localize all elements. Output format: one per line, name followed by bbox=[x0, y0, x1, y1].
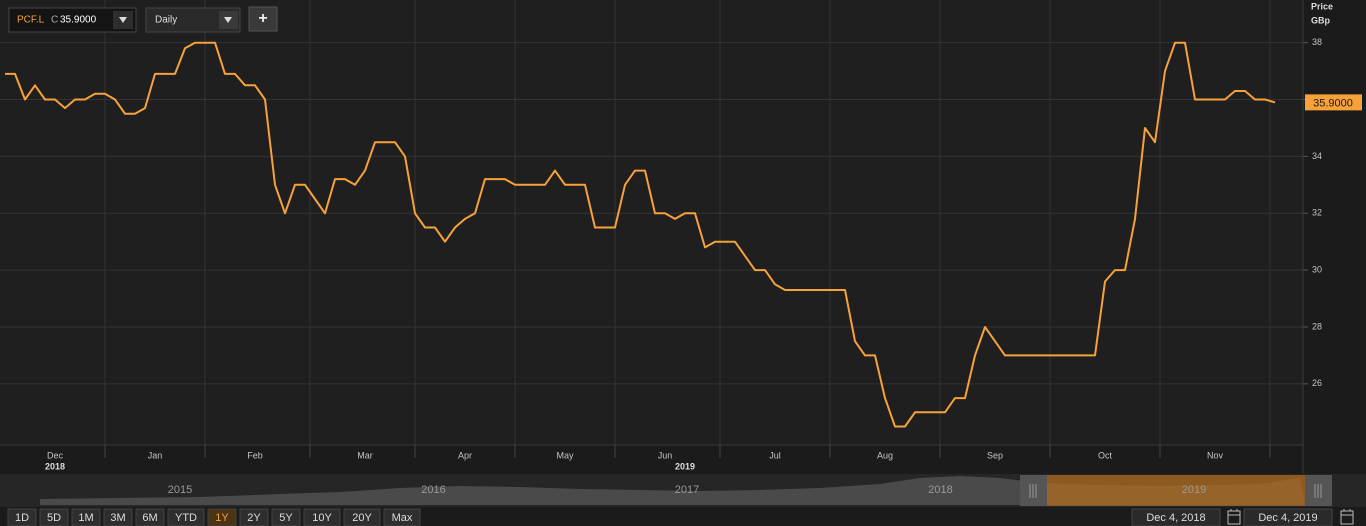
date-from: Dec 4, 2018 bbox=[1146, 512, 1205, 524]
range-button-label: 5D bbox=[47, 512, 61, 524]
add-button[interactable] bbox=[248, 6, 278, 32]
toolbar-price: 35.9000 bbox=[60, 15, 97, 26]
x-tick-label: Dec bbox=[47, 450, 64, 460]
last-price-label: 35.9000 bbox=[1313, 97, 1353, 109]
x-tick-label: Nov bbox=[1207, 450, 1224, 460]
add-button-label: + bbox=[258, 10, 267, 27]
x-tick-label: Jul bbox=[769, 450, 781, 460]
handle-grip bbox=[1029, 484, 1322, 498]
price-prefix: C bbox=[51, 15, 58, 26]
price-line bbox=[5, 41, 1276, 428]
range-button[interactable] bbox=[271, 508, 301, 526]
range-button-label: 1Y bbox=[215, 512, 229, 524]
y-tick-label: 30 bbox=[1312, 265, 1322, 275]
range-button-label: 2Y bbox=[247, 512, 261, 524]
range-button-label: 6M bbox=[142, 512, 157, 524]
calendar-icon[interactable] bbox=[1340, 510, 1354, 525]
dropdown-arrow bbox=[119, 17, 127, 23]
range-button-label: 3M bbox=[110, 512, 125, 524]
navigator-history bbox=[40, 476, 1305, 505]
x-tick-label: Aug bbox=[877, 450, 893, 460]
date-to: Dec 4, 2019 bbox=[1258, 512, 1317, 524]
x-tick-label: Jun bbox=[658, 450, 673, 460]
x-tick-label: May bbox=[556, 450, 574, 460]
navigator-year: 2017 bbox=[675, 484, 699, 496]
navigator-year: 2018 bbox=[928, 484, 952, 496]
dropdown-arrow bbox=[224, 17, 232, 23]
range-button[interactable] bbox=[303, 508, 341, 526]
y-tick-label: 28 bbox=[1312, 321, 1322, 331]
range-button-label: 10Y bbox=[312, 512, 332, 524]
date-to-box[interactable] bbox=[1243, 508, 1333, 526]
range-button-label: YTD bbox=[175, 512, 197, 524]
symbol: PCF.L bbox=[17, 15, 45, 26]
navigator-year: 2016 bbox=[421, 484, 445, 496]
range-button[interactable] bbox=[343, 508, 381, 526]
range-button[interactable] bbox=[7, 508, 37, 526]
range-button-label: 1M bbox=[78, 512, 93, 524]
range-button-label: 1D bbox=[15, 512, 29, 524]
last-price-tag bbox=[1305, 94, 1362, 111]
calendar-icon[interactable] bbox=[1227, 510, 1241, 525]
navigator-year: 2019 bbox=[1182, 484, 1206, 496]
range-button[interactable] bbox=[39, 508, 69, 526]
y-tick-label: 34 bbox=[1312, 151, 1322, 161]
range-button[interactable] bbox=[103, 508, 133, 526]
x-tick-label: Oct bbox=[1098, 450, 1113, 460]
range-button-label: Max bbox=[392, 512, 413, 524]
y-axis-unit: GBp bbox=[1311, 15, 1331, 25]
calendar-icon-detail bbox=[1341, 509, 1353, 516]
range-button-label: 5Y bbox=[279, 512, 293, 524]
x-tick-label: Sep bbox=[987, 450, 1003, 460]
date-from-box[interactable] bbox=[1131, 508, 1221, 526]
range-button-label: 20Y bbox=[352, 512, 372, 524]
range-button[interactable] bbox=[71, 508, 101, 526]
y-axis-title: Price bbox=[1311, 1, 1333, 11]
x-year-label: 2018 bbox=[45, 461, 65, 471]
y-tick-label: 38 bbox=[1312, 37, 1322, 47]
x-year-label: 2019 bbox=[675, 461, 695, 471]
calendar-icon-detail bbox=[1228, 509, 1240, 516]
x-tick-label: Feb bbox=[247, 450, 263, 460]
interval: Daily bbox=[155, 15, 177, 26]
x-tick-label: Mar bbox=[357, 450, 373, 460]
x-tick-label: Jan bbox=[148, 450, 163, 460]
range-buttons: 1D 5D 1M 3M 6M YTD 1Y 2Y 5Y 10Y 20Y Max bbox=[7, 508, 421, 526]
range-button[interactable] bbox=[383, 508, 421, 526]
navigator-window[interactable] bbox=[1047, 475, 1305, 506]
x-tick-label: Apr bbox=[458, 450, 472, 460]
range-button[interactable] bbox=[135, 508, 165, 526]
range-button[interactable] bbox=[239, 508, 269, 526]
plot-area bbox=[0, 0, 1303, 445]
grid bbox=[0, 0, 1303, 445]
series-layer bbox=[5, 41, 1276, 428]
navigator-year: 2015 bbox=[168, 484, 192, 496]
range-button[interactable] bbox=[207, 508, 237, 526]
navigator-years: 2015 2016 2017 2018 2019 bbox=[168, 484, 1206, 496]
y-tick-label: 32 bbox=[1312, 208, 1322, 218]
y-tick-label: 26 bbox=[1312, 378, 1322, 388]
range-button[interactable] bbox=[167, 508, 205, 526]
